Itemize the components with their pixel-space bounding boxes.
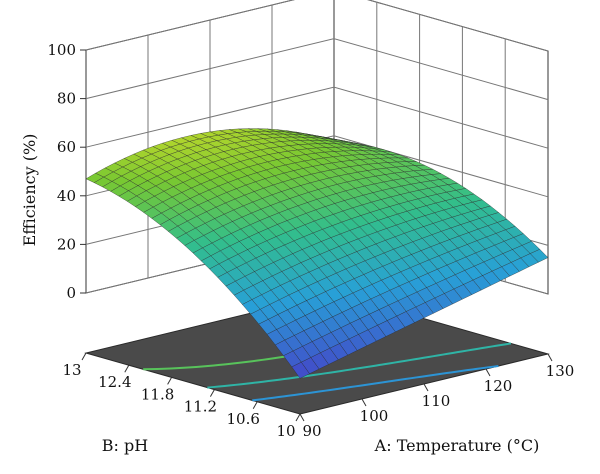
z-gridline xyxy=(85,0,549,52)
x-tick-label: 130 xyxy=(546,362,575,380)
x-tick-label: 110 xyxy=(422,392,451,410)
y-tick-label: 11.8 xyxy=(141,385,174,403)
y-tick-mark xyxy=(124,364,130,373)
z-tick-label: 0 xyxy=(66,284,76,302)
z-gridline xyxy=(85,38,549,101)
y-tick-mark xyxy=(295,413,301,422)
surface-cell xyxy=(291,361,310,379)
x-tick-mark xyxy=(547,353,553,362)
x-tick-mark xyxy=(299,413,305,422)
z-tick-label: 40 xyxy=(57,187,76,205)
floor-contour xyxy=(252,365,499,402)
response-surface xyxy=(85,128,549,379)
y-tick-label: 10.6 xyxy=(226,410,259,428)
y-axis-title: B: pH xyxy=(102,436,148,455)
y-tick-label: 11.2 xyxy=(184,398,217,416)
z-tick-label: 60 xyxy=(57,138,76,156)
y-tick-label: 10 xyxy=(276,422,295,440)
y-tick-mark xyxy=(209,389,215,397)
z-axis-title: Efficiency (%) xyxy=(20,134,39,247)
x-tick-mark xyxy=(485,368,491,377)
x-axis-title: A: Temperature (°C) xyxy=(374,436,540,455)
z-tick-label: 20 xyxy=(57,235,76,253)
z-tick-label: 80 xyxy=(57,90,76,108)
y-tick-label: 12.4 xyxy=(98,373,131,391)
x-tick-mark xyxy=(361,398,367,407)
x-tick-label: 90 xyxy=(302,422,321,440)
x-tick-label: 120 xyxy=(484,377,513,395)
x-tick-label: 100 xyxy=(360,407,389,425)
z-gridline xyxy=(85,86,549,149)
floor-contour xyxy=(207,342,512,389)
y-tick-mark xyxy=(81,352,87,361)
y-tick-mark xyxy=(167,377,173,385)
x-tick-mark xyxy=(423,383,429,392)
y-tick-label: 13 xyxy=(62,361,81,379)
z-tick-label: 100 xyxy=(47,41,76,59)
tick-labels: 0 20 40 60 80 100 90 100 110 120 130 10 10.6 11.2 11.8… xyxy=(47,41,574,440)
y-tick-mark xyxy=(252,401,258,410)
